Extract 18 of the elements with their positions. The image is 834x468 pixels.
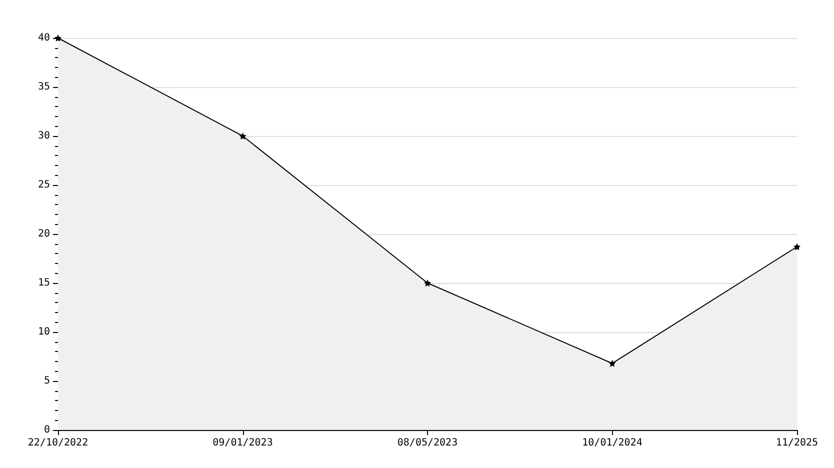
y-tick-label: 5	[44, 376, 50, 386]
x-tick-label: 10/01/2024	[582, 438, 642, 448]
y-tick-label: 0	[44, 424, 50, 436]
point	[608, 360, 616, 367]
point	[239, 132, 246, 140]
x-tick-label: 08/05/2023	[397, 438, 458, 448]
y-tick-label: 20	[38, 228, 50, 240]
x-tick-label: 09/01/2023	[212, 438, 273, 448]
y-tick-label: 15	[38, 278, 50, 288]
point	[794, 243, 800, 250]
y-tick-label: 25	[38, 180, 50, 190]
y-tick-label: 30	[38, 130, 50, 142]
point	[424, 280, 431, 286]
x-tick-label: 11/2025	[776, 438, 818, 448]
y-tick-label: 40	[38, 32, 50, 44]
y-tick-label: 10	[38, 326, 50, 338]
y-tick-label: 35	[38, 82, 50, 92]
x-tick-label: 22/10/2022	[28, 438, 88, 448]
